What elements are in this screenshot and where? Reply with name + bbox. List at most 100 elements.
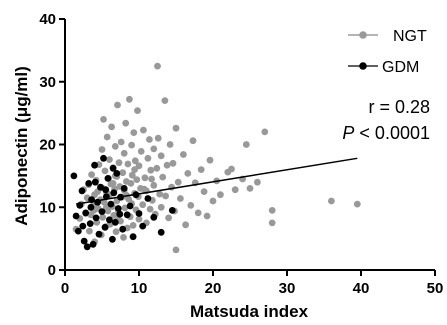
data-point-ngt bbox=[156, 190, 164, 198]
data-point-gdm bbox=[91, 161, 98, 169]
x-tick-label: 50 bbox=[427, 280, 444, 297]
data-point-ngt bbox=[166, 141, 174, 148]
data-point-gdm bbox=[150, 213, 158, 221]
data-point-ngt bbox=[98, 146, 106, 153]
data-point-ngt bbox=[200, 188, 208, 196]
data-point-gdm bbox=[100, 154, 107, 162]
data-point-gdm bbox=[129, 233, 137, 241]
data-point-gdm bbox=[92, 214, 100, 222]
data-point-gdm bbox=[95, 230, 103, 238]
data-point-gdm bbox=[109, 235, 116, 243]
data-point-ngt bbox=[119, 169, 127, 177]
data-point-ngt bbox=[103, 133, 111, 141]
data-point-ngt bbox=[114, 101, 121, 109]
data-point-ngt bbox=[162, 192, 170, 200]
x-tick-label: 20 bbox=[205, 280, 222, 297]
data-point-ngt bbox=[134, 107, 141, 114]
data-point-gdm bbox=[106, 216, 113, 224]
data-point-ngt bbox=[203, 212, 211, 220]
data-point-ngt bbox=[125, 95, 133, 103]
data-point-ngt bbox=[124, 160, 132, 168]
data-point-ngt bbox=[120, 149, 128, 157]
data-point-ngt bbox=[135, 215, 143, 223]
data-point-ngt bbox=[153, 164, 161, 172]
data-point-ngt bbox=[127, 180, 135, 187]
x-tick-label: 0 bbox=[61, 280, 69, 297]
data-point-gdm bbox=[79, 222, 87, 230]
legend-item-ngt: NGT bbox=[348, 28, 427, 45]
data-point-gdm bbox=[97, 183, 104, 191]
data-point-gdm bbox=[114, 205, 122, 212]
data-point-ngt bbox=[148, 175, 156, 183]
data-point-gdm bbox=[85, 180, 93, 187]
data-point-gdm bbox=[119, 225, 127, 233]
data-point-gdm bbox=[168, 207, 176, 214]
data-point-ngt bbox=[254, 178, 261, 186]
data-point-ngt bbox=[129, 222, 137, 229]
legend-label-gdm: GDM bbox=[382, 59, 419, 76]
data-point-gdm bbox=[126, 202, 134, 210]
data-point-ngt bbox=[141, 174, 149, 182]
data-point-gdm bbox=[139, 222, 147, 230]
data-point-ngt bbox=[172, 246, 180, 254]
legend-item-gdm: GDM bbox=[348, 59, 419, 76]
data-point-ngt bbox=[268, 219, 276, 227]
p-value-symbol: P bbox=[342, 123, 354, 143]
x-axis-title: Matsuda index bbox=[190, 302, 309, 321]
data-point-ngt bbox=[150, 145, 158, 153]
p-value-text: < 0.0001 bbox=[354, 123, 430, 143]
data-point-ngt bbox=[182, 221, 190, 229]
data-point-ngt bbox=[157, 203, 165, 211]
data-point-gdm bbox=[78, 187, 86, 195]
x-tick-label: 10 bbox=[131, 280, 148, 297]
y-tick-label: 20 bbox=[39, 137, 56, 154]
correlation-annotation: r = 0.28 bbox=[368, 97, 430, 117]
legend-label-ngt: NGT bbox=[393, 28, 427, 45]
data-point-ngt bbox=[135, 162, 143, 170]
data-point-gdm bbox=[91, 178, 99, 186]
data-point-ngt bbox=[131, 157, 139, 165]
y-tick-label: 40 bbox=[39, 11, 56, 28]
data-point-ngt bbox=[261, 128, 269, 136]
data-point-ngt bbox=[100, 116, 107, 123]
data-point-ngt bbox=[246, 185, 254, 192]
data-point-gdm bbox=[116, 210, 124, 218]
data-point-ngt bbox=[209, 197, 217, 205]
data-point-ngt bbox=[120, 234, 127, 241]
data-point-ngt bbox=[128, 171, 136, 179]
data-point-ngt bbox=[228, 165, 235, 173]
points-layer bbox=[70, 62, 361, 254]
data-point-ngt bbox=[328, 197, 335, 205]
data-point-ngt bbox=[206, 156, 214, 164]
data-point-gdm bbox=[70, 172, 78, 180]
legend-marker-gdm bbox=[359, 62, 367, 70]
data-point-ngt bbox=[150, 181, 158, 189]
data-point-gdm bbox=[101, 223, 109, 231]
data-point-ngt bbox=[133, 176, 141, 184]
legend: NGT GDM bbox=[348, 28, 427, 76]
data-point-ngt bbox=[217, 191, 224, 199]
data-point-gdm bbox=[80, 237, 88, 245]
data-point-ngt bbox=[109, 180, 117, 187]
data-point-ngt bbox=[180, 151, 187, 158]
data-point-gdm bbox=[109, 164, 117, 172]
y-tick-label: 0 bbox=[48, 262, 56, 279]
data-point-ngt bbox=[128, 141, 136, 149]
data-point-ngt bbox=[146, 136, 153, 143]
data-point-ngt bbox=[165, 214, 173, 222]
data-point-gdm bbox=[113, 170, 121, 177]
data-point-ngt bbox=[111, 143, 119, 150]
data-point-gdm bbox=[110, 189, 118, 197]
data-point-ngt bbox=[99, 213, 107, 221]
data-point-gdm bbox=[104, 175, 112, 182]
data-point-gdm bbox=[102, 186, 110, 194]
data-point-gdm bbox=[98, 208, 106, 216]
trend-line bbox=[75, 157, 358, 205]
data-point-gdm bbox=[74, 227, 82, 235]
data-point-gdm bbox=[72, 212, 80, 220]
data-point-gdm bbox=[82, 209, 90, 217]
ticks-layer: 0 10 20 30 40 50 0 10 20 30 40 bbox=[39, 11, 443, 297]
y-axis-title: Adiponectin (μg/ml) bbox=[12, 66, 31, 226]
data-point-ngt bbox=[147, 166, 155, 174]
